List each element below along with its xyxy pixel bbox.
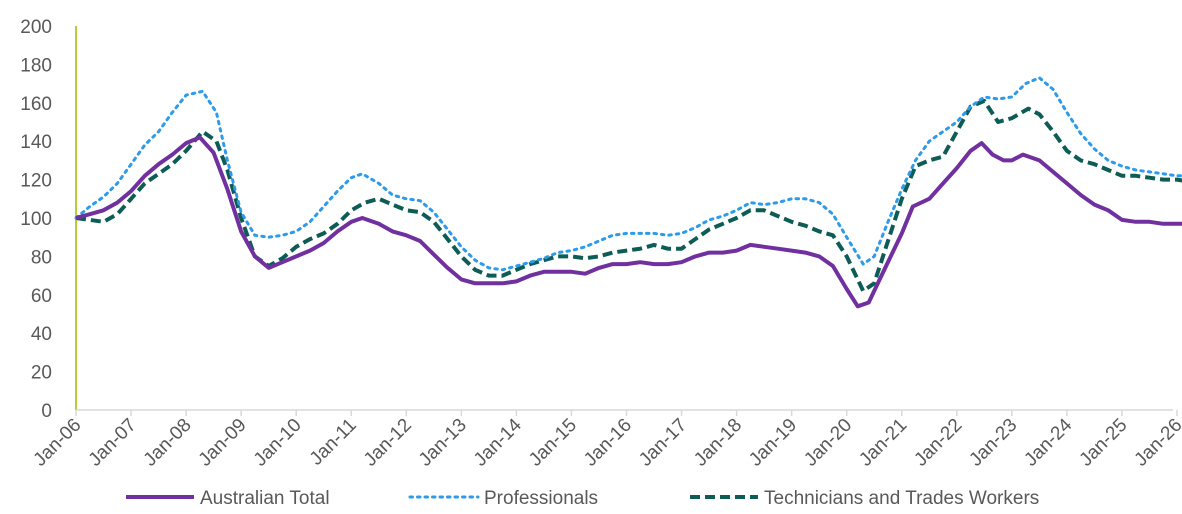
y-tick-label: 200: [20, 17, 52, 38]
y-axis-tick-labels: 0 20 40 60 80 100 120 140 160 180 200: [20, 17, 52, 422]
legend-label: Professionals: [484, 488, 598, 509]
x-tick-label: Jan-18: [690, 415, 746, 471]
x-tick-label: Jan-08: [140, 415, 196, 471]
legend-label: Australian Total: [200, 488, 330, 509]
x-tick-label: Jan-06: [30, 415, 86, 471]
x-tick-label: Jan-15: [525, 415, 581, 471]
y-tick-label: 140: [20, 132, 52, 153]
legend-label: Technicians and Trades Workers: [764, 488, 1039, 509]
series-line-australian-total: [75, 135, 1182, 309]
x-tick-label: Jan-14: [470, 414, 526, 470]
x-tick-label: Jan-10: [250, 415, 306, 471]
y-tick-label: 80: [31, 247, 52, 268]
x-tick-label: Jan-16: [580, 415, 636, 471]
x-tick-label: Jan-20: [800, 415, 856, 471]
x-tick-label: Jan-22: [910, 415, 966, 471]
x-tick-label: Jan-26: [1131, 415, 1182, 471]
x-tick-label: Jan-09: [195, 415, 251, 471]
series-lines: [74, 76, 1182, 309]
x-tick-label: Jan-25: [1076, 415, 1132, 471]
x-tick-label: Jan-17: [635, 415, 691, 471]
x-axis-tick-labels: Jan-06 Jan-07 Jan-08 Jan-09 Jan-10 Jan-11 Jan-…: [30, 414, 1182, 470]
x-tick-label: Jan-24: [1020, 414, 1076, 470]
x-axis-tick-marks: [75, 410, 1178, 416]
y-tick-label: 20: [31, 363, 52, 384]
legend: Australian Total Professionals Technicians…: [126, 488, 1039, 509]
y-tick-label: 180: [20, 55, 52, 76]
y-tick-label: 120: [20, 171, 52, 192]
x-tick-label: Jan-19: [745, 415, 801, 471]
x-tick-label: Jan-07: [85, 415, 141, 471]
y-tick-label: 60: [31, 286, 52, 307]
y-tick-label: 100: [20, 209, 52, 230]
x-tick-label: Jan-12: [360, 415, 416, 471]
x-tick-label: Jan-13: [415, 415, 471, 471]
series-line-professionals: [74, 76, 1182, 272]
y-tick-label: 160: [20, 94, 52, 115]
x-tick-label: Jan-23: [965, 415, 1021, 471]
y-tick-label: 0: [41, 401, 52, 422]
x-tick-label: Jan-21: [855, 415, 911, 471]
x-tick-label: Jan-11: [306, 415, 361, 470]
y-tick-label: 40: [31, 324, 52, 345]
